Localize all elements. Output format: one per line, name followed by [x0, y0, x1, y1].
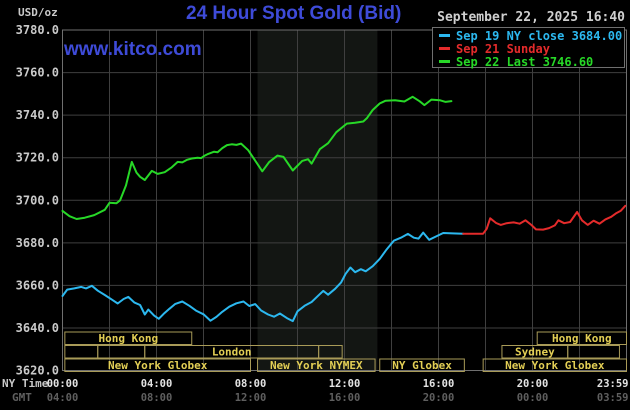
y-axis-label: 3760.0 — [16, 66, 59, 80]
legend-dash-icon — [439, 34, 450, 37]
session-box — [318, 345, 343, 359]
legend-entry-label: Sep 21 Sunday — [456, 41, 550, 56]
legend-entry-1: Sep 21 Sunday — [433, 41, 624, 56]
x-axis-ny-label: 12:00 — [329, 378, 361, 390]
y-axis-unit-label: USD/oz — [18, 6, 58, 19]
page-title: 24 Hour Spot Gold (Bid) — [186, 3, 402, 24]
legend-entry-label: Sep 22 Last 3746.60 — [456, 54, 594, 69]
x-axis-ny-label: 04:00 — [141, 378, 173, 390]
session-box — [567, 345, 620, 359]
legend-entry-label: Sep 19 NY close 3684.00 — [456, 28, 623, 43]
session-label: Hong Kong — [552, 332, 612, 345]
session-box — [482, 358, 627, 372]
session-box — [536, 331, 628, 345]
x-axis-gmt-label: 20:00 — [423, 392, 455, 404]
y-axis-label: 3780.0 — [16, 23, 59, 37]
y-axis-label: 3660.0 — [16, 278, 59, 292]
legend-box: Sep 19 NY close 3684.00 Sep 21 Sunday Sep … — [432, 27, 625, 69]
x-axis-ny-label: 16:00 — [423, 378, 455, 390]
series-line-sep-22-last — [61, 95, 453, 220]
x-axis-ny-label: 20:00 — [517, 378, 549, 390]
session-label: NY Globex — [392, 359, 452, 372]
x-axis-gmt-label: 00:00 — [517, 392, 549, 404]
session-label: New York Globex — [108, 359, 208, 372]
legend-entry-2: Sep 22 Last 3746.60 — [433, 54, 624, 69]
gmt-axis-title: GMT — [12, 391, 32, 404]
plot-border — [62, 29, 627, 371]
y-axis-label: 3640.0 — [16, 321, 59, 335]
session-label: London — [212, 346, 252, 359]
session-box — [64, 345, 99, 359]
x-axis-ny-label: 23:59 — [597, 378, 629, 390]
ny-time-axis-title: NY Time — [2, 377, 49, 390]
legend-dash-icon — [439, 47, 450, 50]
session-box — [379, 358, 465, 372]
y-axis-label: 3620.0 — [16, 364, 59, 378]
chart-datetime: September 22, 2025 16:40 — [437, 10, 625, 25]
session-label: Hong Kong — [98, 332, 158, 345]
session-label: New York NYMEX — [270, 359, 363, 372]
session-box — [257, 358, 376, 372]
y-axis-label: 3740.0 — [16, 108, 59, 122]
x-axis-ny-label: 08:00 — [235, 378, 267, 390]
y-axis-label: 3720.0 — [16, 151, 59, 165]
y-axis-label: 3700.0 — [16, 193, 59, 207]
session-label: Sydney — [515, 346, 555, 359]
kitco-watermark-link[interactable]: www.kitco.com — [64, 39, 202, 60]
session-box — [97, 345, 146, 359]
session-box — [64, 358, 251, 372]
series-line-sep-21-sunday — [462, 204, 627, 235]
x-axis-gmt-label: 03:59 — [597, 392, 629, 404]
y-axis-label: 3680.0 — [16, 236, 59, 250]
x-axis-gmt-label: 08:00 — [141, 392, 173, 404]
legend-dash-icon — [439, 60, 450, 63]
x-axis-gmt-label: 04:00 — [47, 392, 79, 404]
legend-entry-0: Sep 19 NY close 3684.00 — [433, 28, 624, 43]
x-axis-ny-label: 00:00 — [47, 378, 79, 390]
x-axis-gmt-label: 12:00 — [235, 392, 267, 404]
series-line-sep-19-ny-close — [61, 231, 465, 323]
session-label: New York Globex — [505, 359, 605, 372]
x-axis-gmt-label: 16:00 — [329, 392, 361, 404]
session-box — [64, 331, 193, 345]
